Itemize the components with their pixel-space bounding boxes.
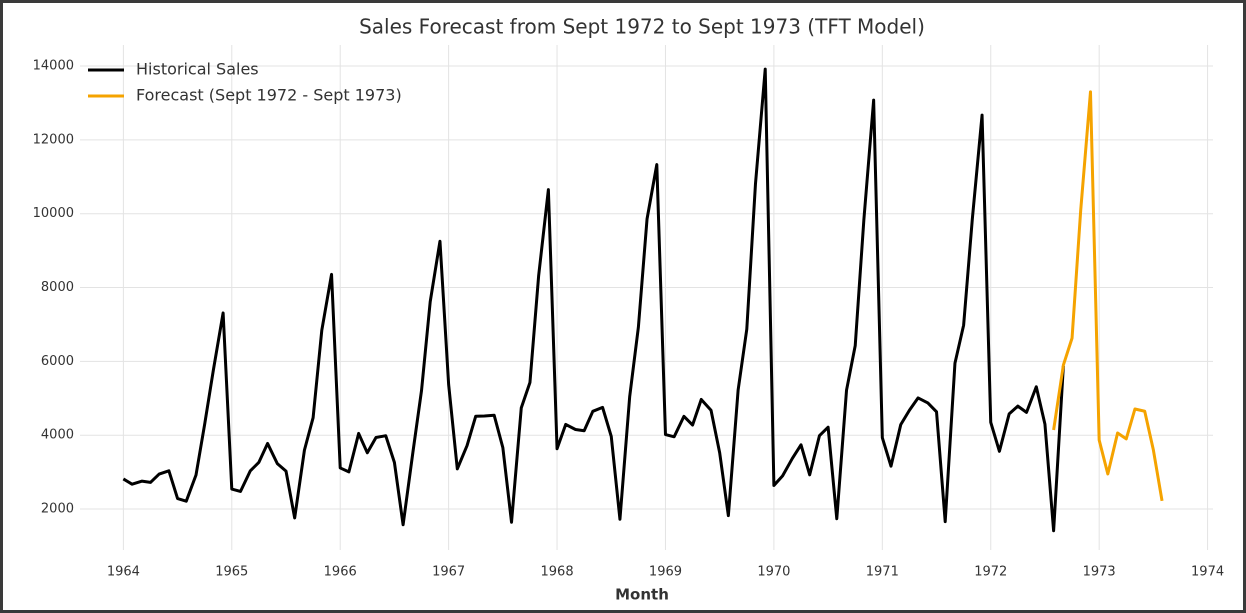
- y-tick-label: 4000: [41, 428, 74, 443]
- y-tick-label: 8000: [41, 280, 74, 295]
- legend-label: Forecast (Sept 1972 - Sept 1973): [136, 86, 402, 105]
- y-tick-label: 6000: [41, 354, 74, 369]
- x-tick-label: 1967: [432, 565, 465, 580]
- x-tick-label: 1973: [1083, 565, 1116, 580]
- x-tick-label: 1965: [215, 565, 248, 580]
- series-line: [1052, 90, 1164, 502]
- x-tick-label: 1964: [107, 565, 140, 580]
- series-line: [122, 67, 1065, 533]
- x-tick-label: 1971: [866, 565, 899, 580]
- x-axis-label: Month: [615, 586, 669, 604]
- chart-title: Sales Forecast from Sept 1972 to Sept 19…: [359, 15, 925, 39]
- x-tick-label: 1972: [974, 565, 1007, 580]
- y-tick-label: 2000: [41, 502, 74, 517]
- x-tick-label: 1966: [324, 565, 357, 580]
- x-tick-label: 1970: [757, 565, 790, 580]
- x-tick-label: 1968: [541, 565, 574, 580]
- y-tick-label: 12000: [33, 132, 74, 147]
- x-tick-label: 1969: [649, 565, 682, 580]
- y-tick-label: 14000: [33, 59, 74, 74]
- legend-label: Historical Sales: [136, 60, 259, 79]
- y-tick-label: 10000: [33, 206, 74, 221]
- x-tick-label: 1974: [1191, 565, 1224, 580]
